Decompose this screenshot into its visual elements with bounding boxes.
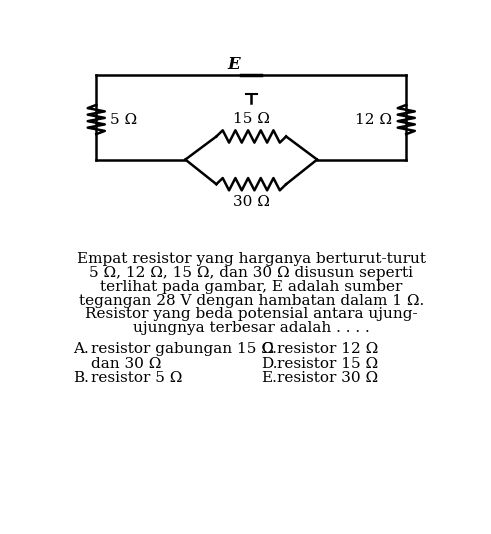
Text: D.: D. — [261, 357, 278, 371]
Text: resistor 30 Ω: resistor 30 Ω — [277, 371, 378, 386]
Text: resistor 12 Ω: resistor 12 Ω — [277, 342, 378, 356]
Text: 5 Ω, 12 Ω, 15 Ω, dan 30 Ω disusun seperti: 5 Ω, 12 Ω, 15 Ω, dan 30 Ω disusun sepert… — [89, 266, 413, 280]
Text: C.: C. — [261, 342, 277, 356]
Text: ujungnya terbesar adalah . . . .: ujungnya terbesar adalah . . . . — [133, 321, 370, 335]
Text: 5 Ω: 5 Ω — [110, 113, 137, 127]
Text: Resistor yang beda potensial antara ujung-: Resistor yang beda potensial antara ujun… — [85, 308, 417, 321]
Text: B.: B. — [73, 371, 89, 386]
Text: 30 Ω: 30 Ω — [233, 195, 270, 209]
Text: resistor 5 Ω: resistor 5 Ω — [91, 371, 182, 386]
Text: dan 30 Ω: dan 30 Ω — [91, 357, 161, 371]
Text: A.: A. — [73, 342, 89, 356]
Text: terlihat pada gambar, E adalah sumber: terlihat pada gambar, E adalah sumber — [100, 280, 403, 294]
Text: 15 Ω: 15 Ω — [233, 112, 270, 125]
Text: tegangan 28 V dengan hambatan dalam 1 Ω.: tegangan 28 V dengan hambatan dalam 1 Ω. — [79, 294, 424, 308]
Text: resistor gabungan 15 Ω: resistor gabungan 15 Ω — [91, 342, 273, 356]
Text: Empat resistor yang harganya berturut-turut: Empat resistor yang harganya berturut-tu… — [77, 252, 426, 266]
Text: E: E — [228, 56, 241, 73]
Text: 12 Ω: 12 Ω — [355, 113, 392, 127]
Text: resistor 15 Ω: resistor 15 Ω — [277, 357, 378, 371]
Text: E.: E. — [261, 371, 277, 386]
